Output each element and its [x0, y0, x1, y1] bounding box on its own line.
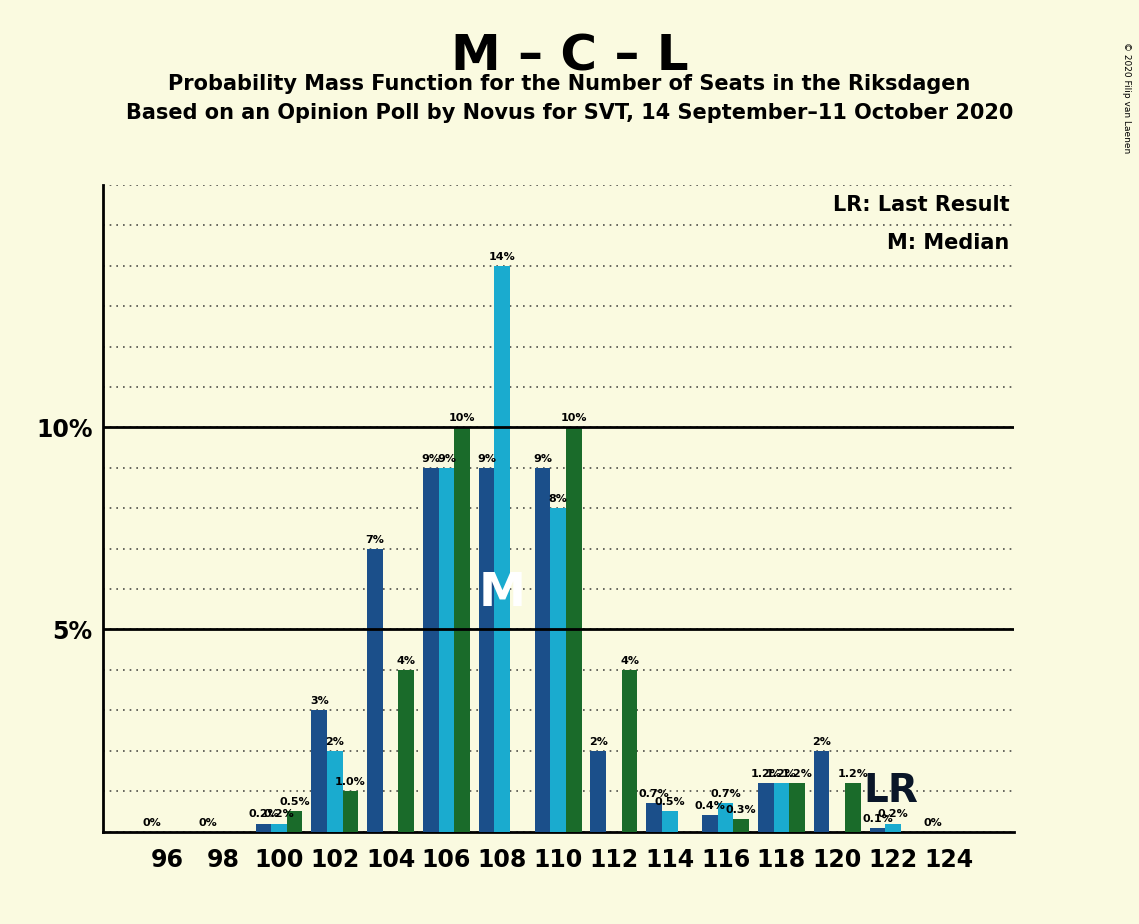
Text: 4%: 4%: [396, 656, 416, 666]
Bar: [885, 823, 901, 832]
Text: 0%: 0%: [142, 819, 161, 829]
Text: 1.2%: 1.2%: [765, 769, 797, 779]
Text: 0%: 0%: [198, 819, 216, 829]
Bar: [327, 750, 343, 832]
Text: 0%: 0%: [924, 819, 943, 829]
Bar: [399, 670, 415, 832]
Bar: [869, 828, 885, 832]
Bar: [622, 670, 638, 832]
Text: 0.7%: 0.7%: [711, 789, 741, 799]
Text: 9%: 9%: [421, 454, 441, 464]
Text: 0.5%: 0.5%: [655, 797, 685, 808]
Text: 4%: 4%: [620, 656, 639, 666]
Bar: [478, 468, 494, 832]
Text: 10%: 10%: [560, 413, 587, 423]
Bar: [271, 823, 287, 832]
Bar: [423, 468, 439, 832]
Bar: [534, 468, 550, 832]
Text: 1.2%: 1.2%: [837, 769, 868, 779]
Text: 2%: 2%: [326, 736, 344, 747]
Text: LR: LR: [863, 772, 919, 810]
Text: 8%: 8%: [549, 494, 567, 505]
Text: 0.3%: 0.3%: [726, 806, 756, 816]
Text: Based on an Opinion Poll by Novus for SVT, 14 September–11 October 2020: Based on an Opinion Poll by Novus for SV…: [125, 103, 1014, 124]
Text: M: M: [478, 571, 526, 616]
Text: 1.2%: 1.2%: [781, 769, 812, 779]
Text: 9%: 9%: [477, 454, 497, 464]
Bar: [454, 427, 470, 832]
Bar: [718, 803, 734, 832]
Bar: [311, 711, 327, 832]
Text: 0.5%: 0.5%: [279, 797, 310, 808]
Text: 9%: 9%: [437, 454, 456, 464]
Text: M: Median: M: Median: [887, 233, 1009, 253]
Bar: [439, 468, 454, 832]
Bar: [757, 784, 773, 832]
Text: 10%: 10%: [449, 413, 475, 423]
Bar: [734, 820, 749, 832]
Bar: [343, 791, 359, 832]
Text: 2%: 2%: [812, 736, 831, 747]
Text: 0.7%: 0.7%: [639, 789, 670, 799]
Bar: [845, 784, 861, 832]
Bar: [566, 427, 582, 832]
Text: 1.0%: 1.0%: [335, 777, 366, 787]
Bar: [287, 811, 303, 832]
Text: 9%: 9%: [533, 454, 552, 464]
Bar: [494, 266, 510, 832]
Text: 0.1%: 0.1%: [862, 813, 893, 823]
Text: M – C – L: M – C – L: [451, 32, 688, 80]
Text: © 2020 Filip van Laenen: © 2020 Filip van Laenen: [1122, 42, 1131, 152]
Text: 2%: 2%: [589, 736, 608, 747]
Bar: [255, 823, 271, 832]
Text: 14%: 14%: [489, 251, 516, 261]
Bar: [813, 750, 829, 832]
Bar: [789, 784, 805, 832]
Text: 0.4%: 0.4%: [695, 801, 726, 811]
Text: 1.2%: 1.2%: [751, 769, 781, 779]
Bar: [646, 803, 662, 832]
Text: 0.2%: 0.2%: [263, 809, 294, 820]
Text: 3%: 3%: [310, 697, 328, 706]
Bar: [702, 816, 718, 832]
Bar: [367, 549, 383, 832]
Text: 7%: 7%: [366, 535, 385, 544]
Bar: [662, 811, 678, 832]
Text: LR: Last Result: LR: Last Result: [833, 194, 1009, 214]
Text: 0.2%: 0.2%: [878, 809, 909, 820]
Text: 0.2%: 0.2%: [248, 809, 279, 820]
Bar: [590, 750, 606, 832]
Text: Probability Mass Function for the Number of Seats in the Riksdagen: Probability Mass Function for the Number…: [169, 74, 970, 94]
Bar: [773, 784, 789, 832]
Bar: [550, 508, 566, 832]
